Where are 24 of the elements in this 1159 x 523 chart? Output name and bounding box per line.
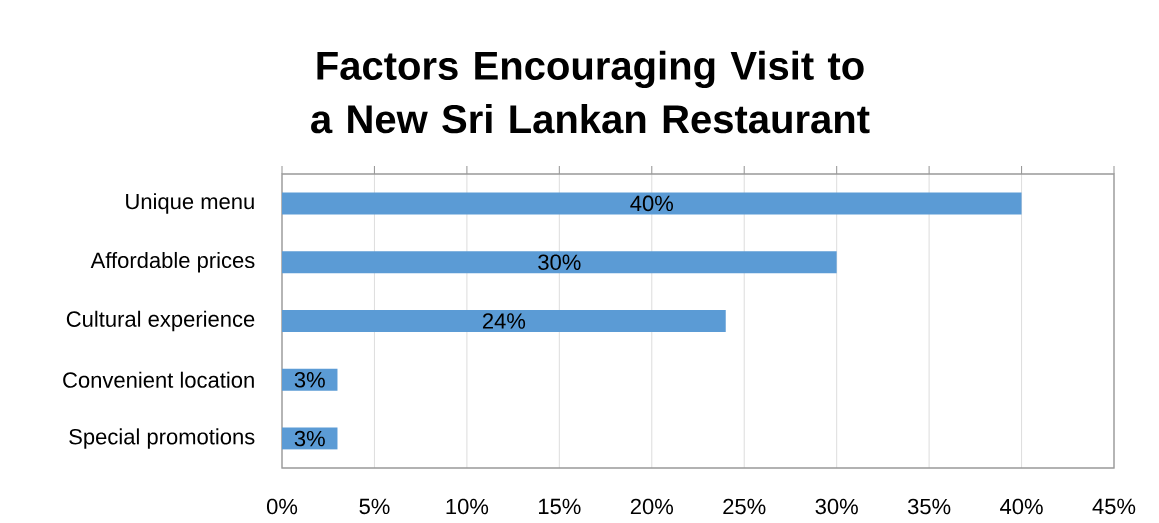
- data-label: 24%: [482, 313, 526, 329]
- y-tick-label: Special promotions: [69, 428, 255, 449]
- x-tick-label: 15%: [538, 498, 581, 515]
- y-tick-label: Affordable prices: [90, 251, 255, 273]
- y-tick-label: Unique menu: [126, 193, 254, 214]
- bar: [282, 251, 837, 274]
- x-tick-label: 30%: [815, 498, 858, 515]
- y-tick-label: Cultural experience: [66, 310, 255, 332]
- x-tick-label: 0%: [266, 498, 298, 515]
- bar: [282, 192, 1022, 215]
- data-label: 40%: [630, 195, 674, 212]
- bar: [282, 309, 726, 332]
- x-tick-label: 35%: [907, 498, 951, 515]
- x-tick-label: 5%: [359, 498, 390, 515]
- x-tick-label: 45%: [1092, 498, 1136, 515]
- data-label: 30%: [538, 254, 581, 270]
- x-tick-label: 10%: [446, 498, 489, 515]
- x-tick-label: 25%: [723, 498, 766, 515]
- chart-title: Factors Encouraging Visit to a New Sri Lankan Restaurant: [311, 50, 870, 134]
- x-tick-label: 40%: [1000, 498, 1043, 515]
- data-label: 3%: [294, 430, 325, 447]
- y-tick-label: Convenient location: [63, 371, 254, 388]
- x-tick-label: 20%: [630, 498, 674, 515]
- data-label: 3%: [294, 371, 325, 388]
